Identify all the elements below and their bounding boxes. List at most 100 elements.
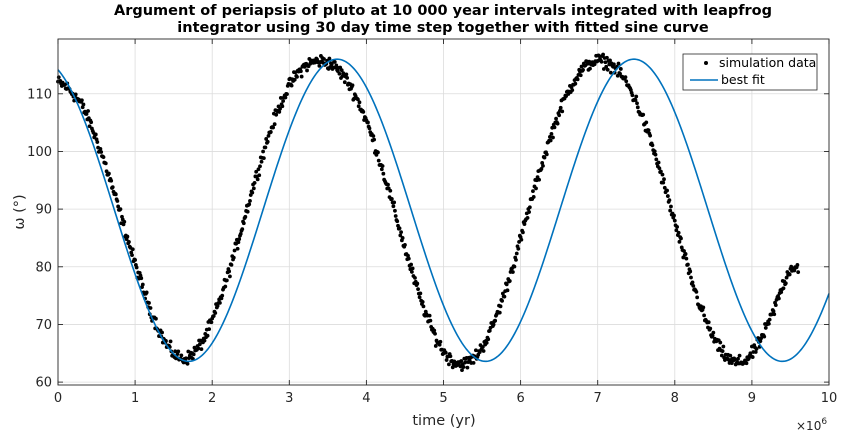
data-point	[417, 295, 422, 300]
data-point	[679, 236, 683, 241]
data-point	[202, 338, 207, 343]
data-point	[481, 349, 486, 353]
data-point	[144, 290, 149, 295]
x-tick-label: 6	[516, 391, 524, 406]
data-point	[134, 265, 139, 270]
data-point	[737, 353, 742, 358]
data-point	[421, 304, 426, 309]
data-point	[540, 161, 545, 165]
data-point	[674, 228, 679, 233]
data-point	[80, 98, 84, 103]
data-point	[516, 246, 521, 251]
data-point	[781, 286, 786, 291]
data-point	[728, 353, 733, 358]
data-point	[635, 105, 640, 110]
x-axis-exponent: ×106	[796, 417, 827, 433]
data-point	[197, 342, 202, 347]
y-axis-label: ω (°)	[12, 194, 28, 229]
data-point	[766, 321, 771, 326]
data-point	[277, 110, 282, 114]
x-tick-label: 8	[671, 391, 679, 406]
data-point	[686, 262, 690, 267]
data-point	[527, 205, 532, 210]
data-point	[250, 190, 255, 195]
data-point	[227, 269, 232, 274]
data-point	[702, 313, 706, 318]
data-point	[211, 314, 216, 318]
x-tick-label: 5	[439, 391, 447, 406]
data-point	[588, 66, 592, 71]
data-point	[487, 328, 492, 333]
data-point	[261, 156, 266, 161]
data-point	[573, 81, 578, 86]
data-point	[248, 198, 252, 203]
y-tick-label: 80	[35, 260, 52, 275]
data-point	[81, 102, 86, 107]
data-point	[531, 195, 536, 199]
data-point	[388, 188, 393, 193]
data-point	[460, 368, 464, 373]
data-point	[305, 68, 309, 73]
data-point	[683, 252, 688, 256]
data-point	[84, 112, 89, 116]
data-point	[548, 138, 553, 143]
data-point	[413, 275, 417, 280]
data-point	[185, 361, 190, 366]
data-point	[471, 360, 476, 365]
data-point	[224, 278, 229, 283]
data-point	[672, 213, 676, 218]
data-point	[618, 67, 623, 71]
data-point	[280, 104, 285, 109]
data-point	[240, 227, 245, 232]
data-point	[733, 357, 737, 362]
data-point	[271, 125, 276, 130]
data-point	[773, 303, 778, 307]
y-tick-label: 90	[35, 203, 52, 218]
data-point	[551, 135, 555, 140]
data-point	[125, 234, 130, 239]
data-point	[634, 94, 639, 99]
data-point	[393, 214, 398, 218]
data-point	[399, 230, 403, 235]
data-point	[684, 256, 689, 261]
data-point	[557, 113, 562, 118]
data-point	[101, 155, 106, 160]
data-point	[302, 64, 307, 69]
data-point	[783, 281, 788, 286]
data-point	[736, 356, 740, 361]
data-point	[767, 317, 772, 322]
data-point	[376, 150, 380, 155]
x-axis-exponent-base: ×10	[796, 419, 821, 433]
data-point	[337, 71, 342, 76]
data-point	[689, 275, 693, 280]
data-point	[608, 58, 612, 63]
data-point	[139, 276, 144, 281]
data-point	[403, 243, 407, 247]
x-tick-label: 10	[821, 391, 838, 406]
data-point	[103, 161, 108, 166]
data-point	[98, 146, 103, 151]
data-point	[199, 347, 204, 352]
data-point	[650, 143, 655, 148]
data-point	[393, 208, 397, 213]
data-point	[463, 360, 467, 365]
data-point	[256, 167, 261, 172]
data-point	[616, 61, 621, 66]
legend: simulation data best fit	[682, 53, 818, 91]
data-point	[371, 134, 376, 138]
data-point	[718, 340, 723, 345]
data-point	[744, 361, 749, 366]
data-point	[148, 306, 153, 310]
data-point	[604, 64, 609, 69]
data-point	[493, 318, 498, 323]
data-point	[534, 186, 538, 191]
data-point	[601, 52, 605, 57]
data-point	[272, 122, 277, 127]
data-point	[665, 188, 669, 193]
data-point	[633, 98, 638, 102]
data-point	[237, 237, 242, 241]
y-tick-label: 70	[35, 318, 52, 333]
data-point	[86, 109, 90, 113]
